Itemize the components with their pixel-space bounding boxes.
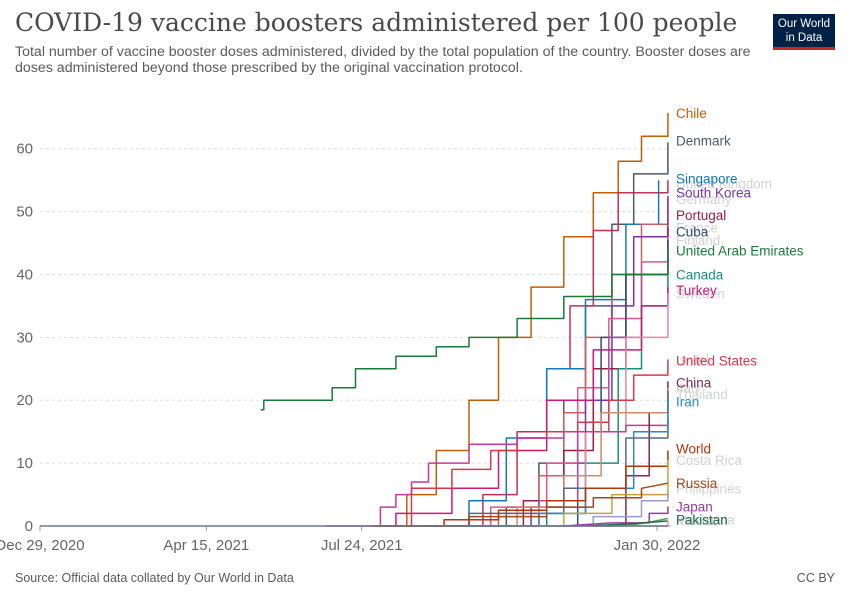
- series-line-cuba[interactable]: [546, 239, 669, 527]
- series-line-israel[interactable]: [371, 419, 669, 527]
- chart-subtitle: Total number of vaccine booster doses ad…: [15, 44, 751, 76]
- series-label-united-arab-emirates[interactable]: United Arab Emirates: [676, 244, 804, 259]
- series-line-france[interactable]: [422, 236, 669, 527]
- series-line-singapore[interactable]: [442, 180, 660, 527]
- series-label-turkey[interactable]: Turkey: [676, 283, 717, 298]
- y-tick-label: 60: [16, 141, 33, 158]
- series-label-chile[interactable]: Chile: [676, 106, 707, 121]
- axes: 0 10 20 30 40 50 60 Dec 29, 2020 Apr 15, 2021 Jul…: [0, 141, 700, 554]
- series-line-chile[interactable]: [389, 112, 669, 527]
- faded-series-label: France: [676, 220, 718, 235]
- faded-series-label: Sweden: [676, 286, 725, 301]
- license-link[interactable]: CC BY: [796, 571, 835, 585]
- faded-series-label: Indonesia: [676, 513, 735, 528]
- x-tick-label: Jan 30, 2022: [614, 537, 701, 554]
- faded-series-label: Israel: [676, 352, 709, 367]
- y-tick-label: 50: [16, 204, 33, 221]
- series-label-cuba[interactable]: Cuba: [676, 225, 709, 240]
- series-label-denmark[interactable]: Denmark: [676, 134, 731, 149]
- y-tick-label: 10: [16, 455, 33, 472]
- faded-series-label: United Kingdom: [676, 176, 772, 191]
- faded-series-label: Thailand: [676, 387, 728, 402]
- logo-line-2: in Data: [785, 32, 823, 44]
- faded-series-label: Mexico: [676, 513, 719, 528]
- series-label-iran[interactable]: Iran: [676, 395, 699, 410]
- series-line-germany[interactable]: [422, 199, 669, 527]
- series-lines: [40, 112, 669, 527]
- source-note: Source: Official data collated by Our Wo…: [15, 571, 294, 585]
- series-label-south-korea[interactable]: South Korea: [676, 186, 752, 201]
- faded-series-label: Costa Rica: [676, 453, 743, 468]
- series-label-japan[interactable]: Japan: [676, 500, 713, 515]
- series-label-canada[interactable]: Canada: [676, 267, 724, 282]
- x-tick-label: Jul 24, 2021: [321, 537, 403, 554]
- series-line-russia[interactable]: [374, 482, 669, 527]
- y-tick-label: 30: [16, 329, 33, 346]
- series-line-portugal[interactable]: [482, 227, 669, 527]
- chart-title: COVID-19 vaccine boosters administered p…: [15, 8, 738, 37]
- faded-series-label: Italy: [676, 381, 701, 396]
- series-line-japan[interactable]: [563, 506, 669, 527]
- series-label-china[interactable]: China: [676, 376, 712, 391]
- series-line-china[interactable]: [593, 381, 669, 527]
- series-line-thailand[interactable]: [374, 390, 669, 527]
- series-line-denmark[interactable]: [451, 142, 669, 527]
- series-line-italy[interactable]: [451, 387, 669, 527]
- series-line-united-arab-emirates[interactable]: [260, 249, 669, 411]
- series-label-portugal[interactable]: Portugal: [676, 208, 726, 223]
- series-line-world[interactable]: [374, 450, 669, 527]
- faded-series-label: Philippines: [676, 481, 742, 496]
- series-label-united-states[interactable]: United States: [676, 354, 757, 369]
- x-tick-label: Apr 15, 2021: [163, 537, 249, 554]
- faded-series-label: Germany: [676, 192, 732, 207]
- y-tick-label: 40: [16, 266, 33, 283]
- series-label-singapore[interactable]: Singapore: [676, 171, 738, 186]
- y-tick-label: 0: [25, 518, 33, 535]
- series-label-russia[interactable]: Russia: [676, 476, 718, 491]
- series-line-united-kingdom[interactable]: [445, 180, 669, 527]
- faded-series-label: Finland: [676, 233, 720, 248]
- series-label-pakistan[interactable]: Pakistan: [676, 513, 728, 528]
- x-tick-label: Dec 29, 2020: [0, 537, 85, 554]
- owid-logo[interactable]: Our World in Data: [773, 14, 835, 50]
- series-line-turkey[interactable]: [326, 287, 669, 527]
- series-line-sweden[interactable]: [469, 293, 669, 527]
- series-label-world[interactable]: World: [676, 442, 711, 457]
- y-tick-label: 20: [16, 392, 33, 409]
- logo-line-1: Our World: [777, 18, 831, 30]
